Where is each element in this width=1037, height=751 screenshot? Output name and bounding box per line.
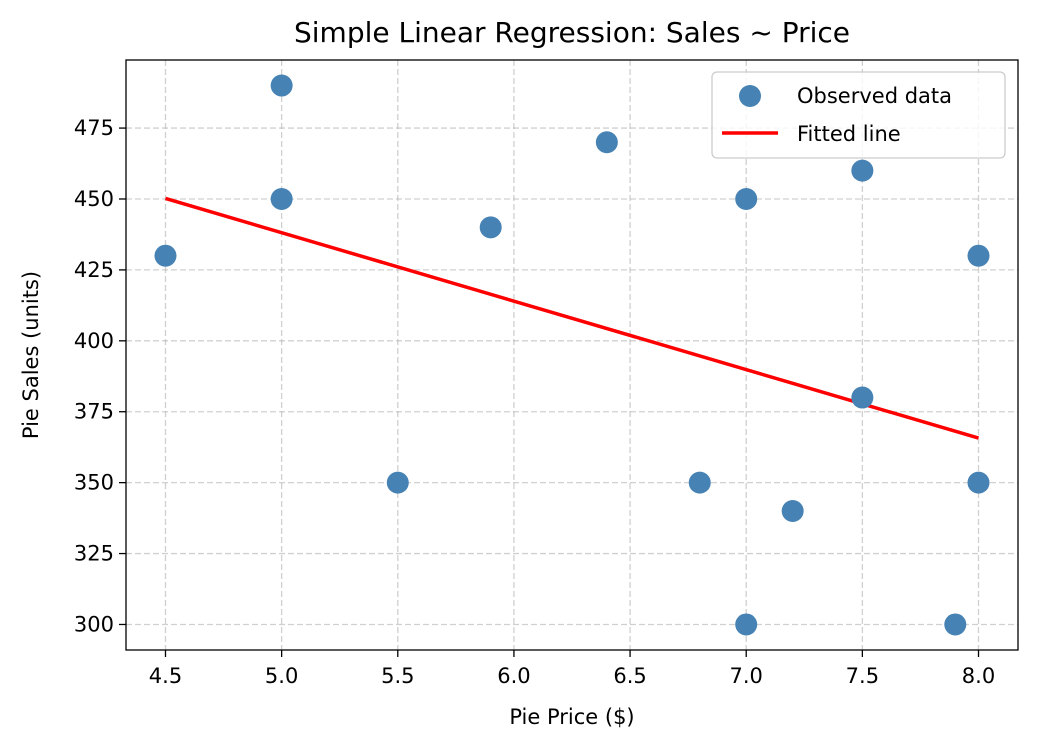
observed-data-series bbox=[154, 74, 990, 636]
y-tick-label: 325 bbox=[74, 542, 114, 566]
y-tick-label: 425 bbox=[74, 258, 114, 282]
fitted-line bbox=[164, 196, 980, 440]
data-point bbox=[270, 187, 293, 210]
x-tick-label: 5.0 bbox=[265, 664, 298, 688]
data-point bbox=[595, 131, 618, 154]
y-tick-label: 450 bbox=[74, 187, 114, 211]
data-point bbox=[270, 74, 293, 97]
x-tick-label: 8.0 bbox=[962, 664, 995, 688]
fitted-line-series bbox=[164, 196, 980, 440]
data-point bbox=[735, 187, 758, 210]
x-tick-label: 6.0 bbox=[497, 664, 530, 688]
data-point bbox=[944, 613, 967, 636]
x-tick-label: 4.5 bbox=[149, 664, 182, 688]
x-tick-label: 6.5 bbox=[613, 664, 646, 688]
y-tick-label: 400 bbox=[74, 329, 114, 353]
legend-frame bbox=[711, 71, 1006, 159]
legend-label-observed-data: Observed data bbox=[797, 84, 952, 108]
legend: Observed data Fitted line bbox=[711, 71, 1006, 159]
x-axis-label: Pie Price ($) bbox=[509, 705, 634, 729]
data-point bbox=[851, 159, 874, 182]
y-tick-label: 375 bbox=[74, 400, 114, 424]
x-axis: 4.5 5.0 5.5 6.0 6.5 7.0 7.5 8.0 bbox=[149, 650, 995, 688]
x-tick-label: 7.0 bbox=[730, 664, 763, 688]
x-tick-label: 5.5 bbox=[381, 664, 414, 688]
y-tick-label: 300 bbox=[74, 612, 114, 636]
x-tick-label: 7.5 bbox=[846, 664, 879, 688]
data-point bbox=[851, 386, 874, 409]
data-point bbox=[688, 471, 711, 494]
data-point bbox=[154, 244, 177, 267]
data-point bbox=[735, 613, 758, 636]
data-point bbox=[781, 500, 804, 523]
data-point bbox=[386, 471, 409, 494]
plot-area-frame bbox=[125, 59, 1019, 651]
chart-title: Simple Linear Regression: Sales ~ Price bbox=[294, 16, 850, 49]
y-tick-label: 475 bbox=[74, 116, 114, 140]
data-point bbox=[967, 471, 990, 494]
y-tick-label: 350 bbox=[74, 471, 114, 495]
y-axis: 300 325 350 375 400 425 450 475 bbox=[74, 116, 126, 636]
legend-marker-observed-data bbox=[739, 85, 761, 107]
data-point bbox=[967, 244, 990, 267]
legend-label-fitted-line: Fitted line bbox=[797, 122, 901, 146]
data-point bbox=[479, 216, 502, 239]
y-axis-label: Pie Sales (units) bbox=[19, 271, 43, 439]
